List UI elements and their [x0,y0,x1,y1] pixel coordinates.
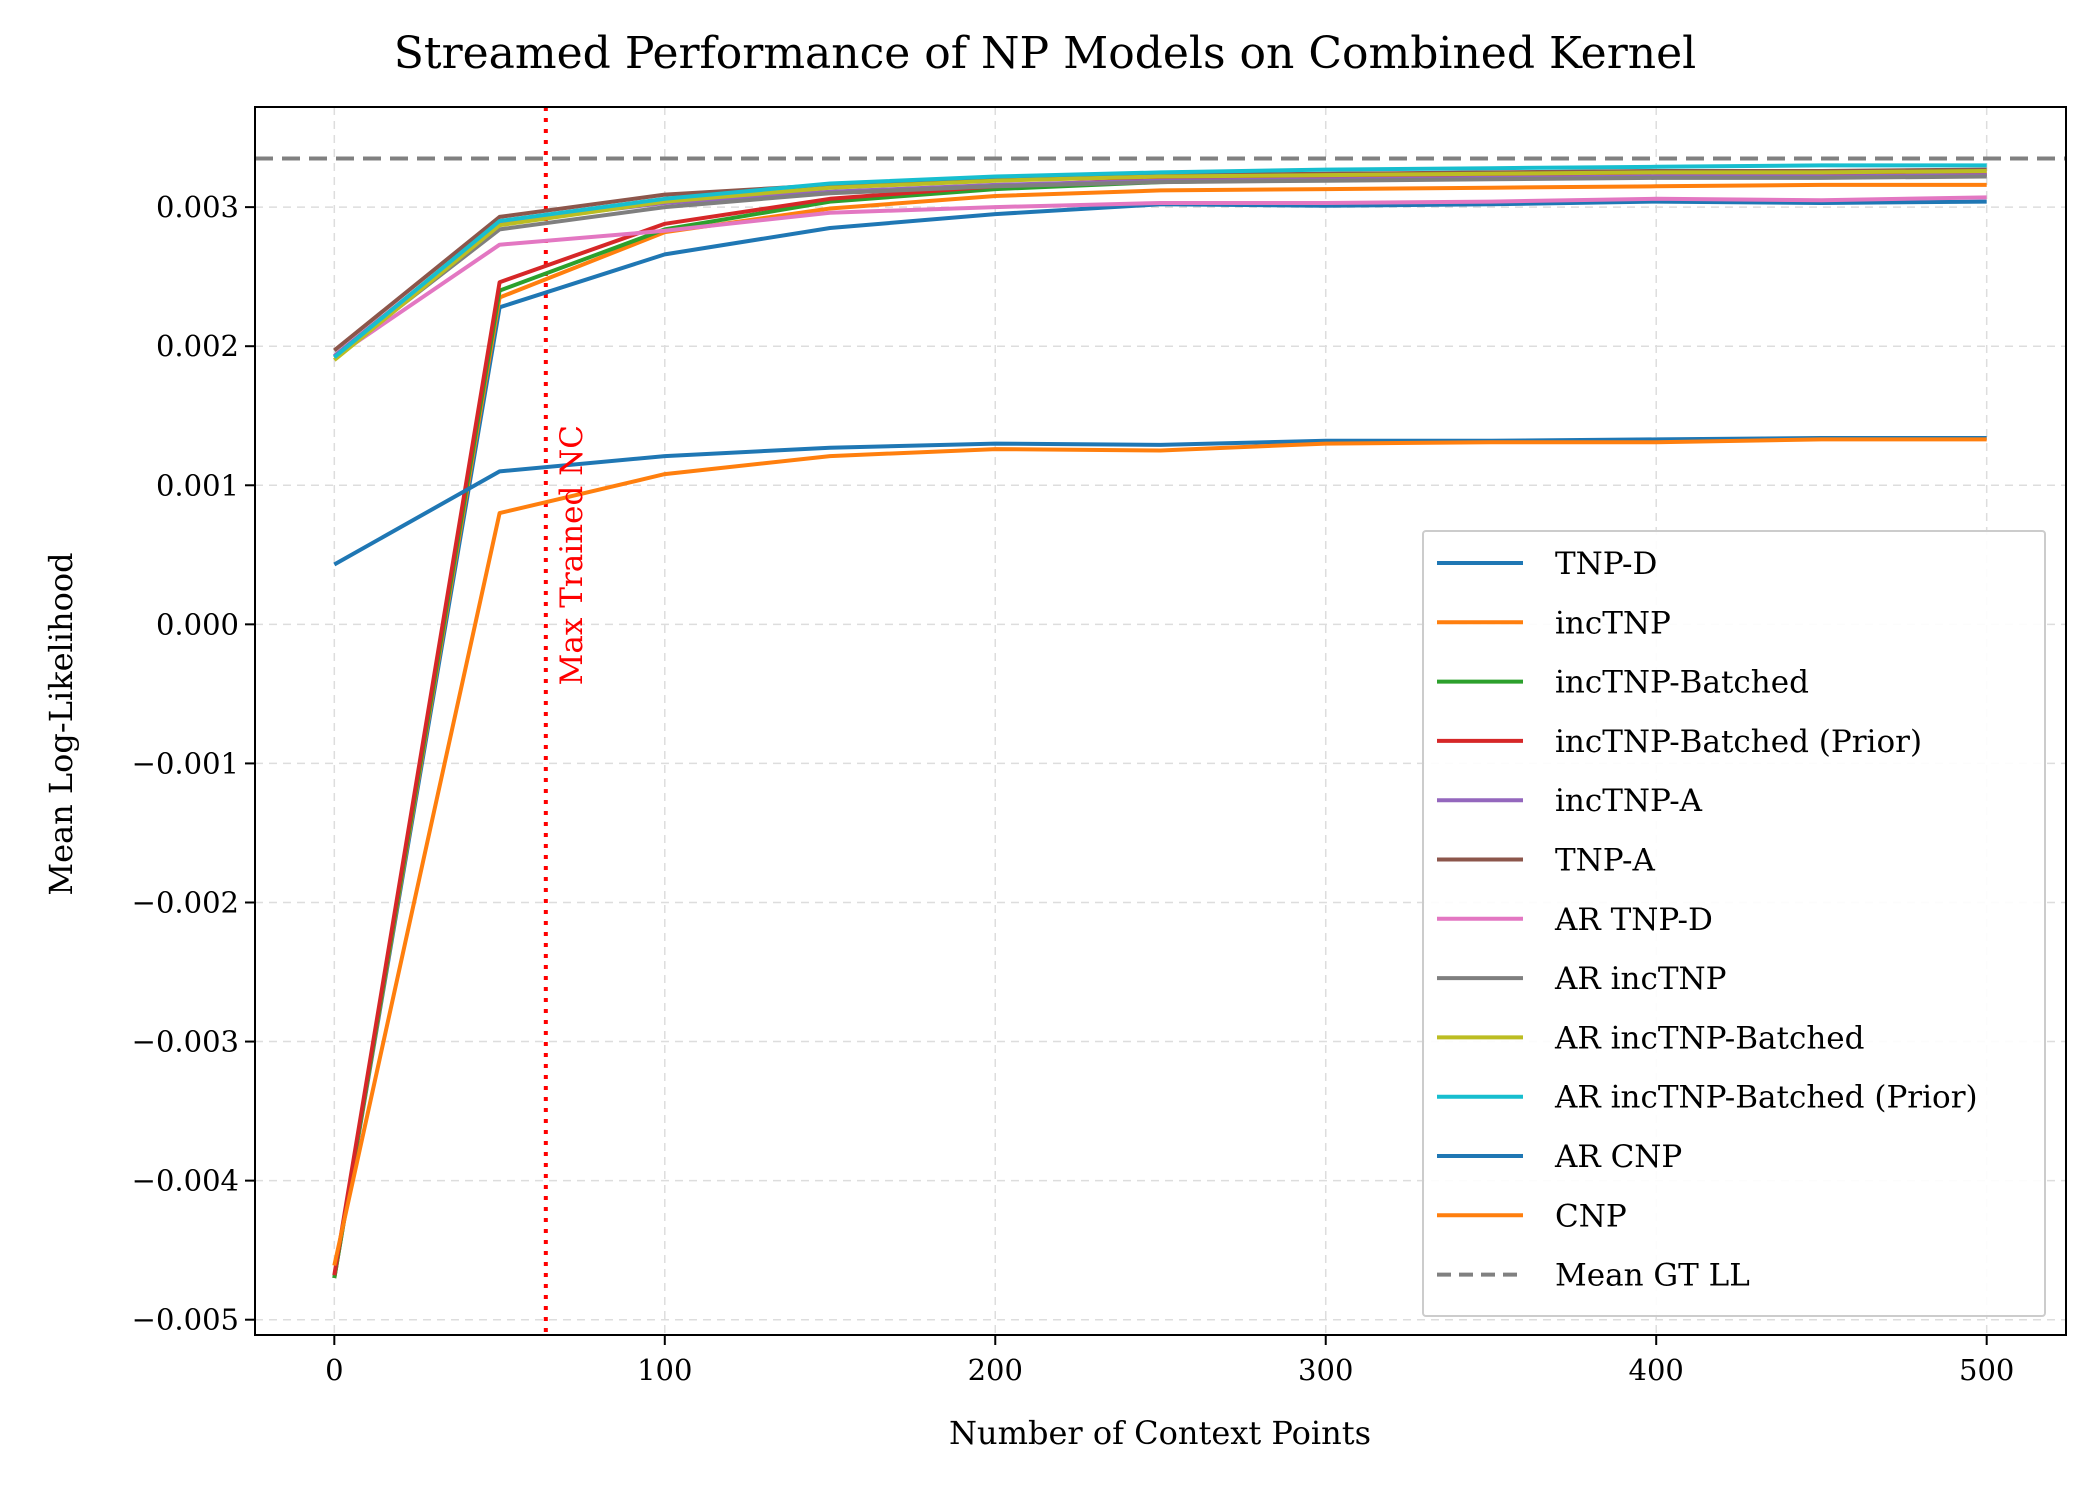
series-line-10 [333,163,1987,359]
legend-label: incTNP-Batched [1555,665,1809,701]
series-line-8 [333,174,1987,359]
max-trained-nc-annotation: Max Trained NC [554,425,590,685]
y-tick-label: −0.001 [132,746,239,780]
legend-label: AR incTNP-Batched [1554,1020,1865,1056]
y-tick-label: −0.005 [132,1303,239,1337]
legend-label: AR CNP [1554,1139,1682,1175]
y-tick-label: 0.003 [156,190,239,224]
legend-box [1422,530,2046,1317]
legend-label: AR TNP-D [1554,902,1713,938]
y-tick-label: −0.002 [132,885,239,919]
legend-label: Mean GT LL [1555,1258,1750,1294]
axis-ticks: 0 100 200 300 400 500 −0.005 −0.004 −0.003 −0.002… [132,190,2015,1387]
legend-label: TNP-D [1555,546,1657,582]
reference-lines [255,107,2066,1335]
legend: TNP-D incTNP incTNP-Batched incTNP-Batched … [1422,530,2046,1317]
chart-title: Streamed Performance of NP Models on Com… [394,28,1696,79]
series-lines [332,163,1987,1279]
legend-label: AR incTNP-Batched (Prior) [1554,1080,1978,1116]
x-tick-label: 0 [325,1353,343,1387]
y-tick-label: −0.003 [132,1025,239,1059]
plot-area-frame [254,106,2067,1336]
y-tick-label: −0.004 [132,1164,239,1198]
x-axis-label: Number of Context Points [949,1414,1371,1452]
legend-label: TNP-A [1555,843,1655,879]
x-tick-label: 100 [637,1353,692,1387]
series-line-2 [332,182,1987,1279]
series-line-11 [333,436,1987,567]
y-axis-label: Mean Log-Likelihood [42,552,80,895]
legend-label: incTNP-A [1555,783,1703,819]
legend-label: incTNP-Batched (Prior) [1555,724,1922,760]
y-tick-label: 0.001 [156,468,239,502]
legend-label: AR incTNP [1554,961,1726,997]
legend-label: incTNP [1555,605,1671,641]
x-tick-label: 400 [1629,1353,1684,1387]
series-line-9 [333,169,1987,362]
y-tick-label: 0.000 [156,607,239,641]
x-tick-label: 200 [968,1353,1023,1387]
y-tick-label: 0.002 [156,329,239,363]
x-tick-label: 300 [1298,1353,1353,1387]
legend-label: CNP [1555,1198,1627,1234]
series-line-7 [333,195,1987,359]
x-tick-label: 500 [1959,1353,2014,1387]
series-line-12 [332,437,1987,1266]
